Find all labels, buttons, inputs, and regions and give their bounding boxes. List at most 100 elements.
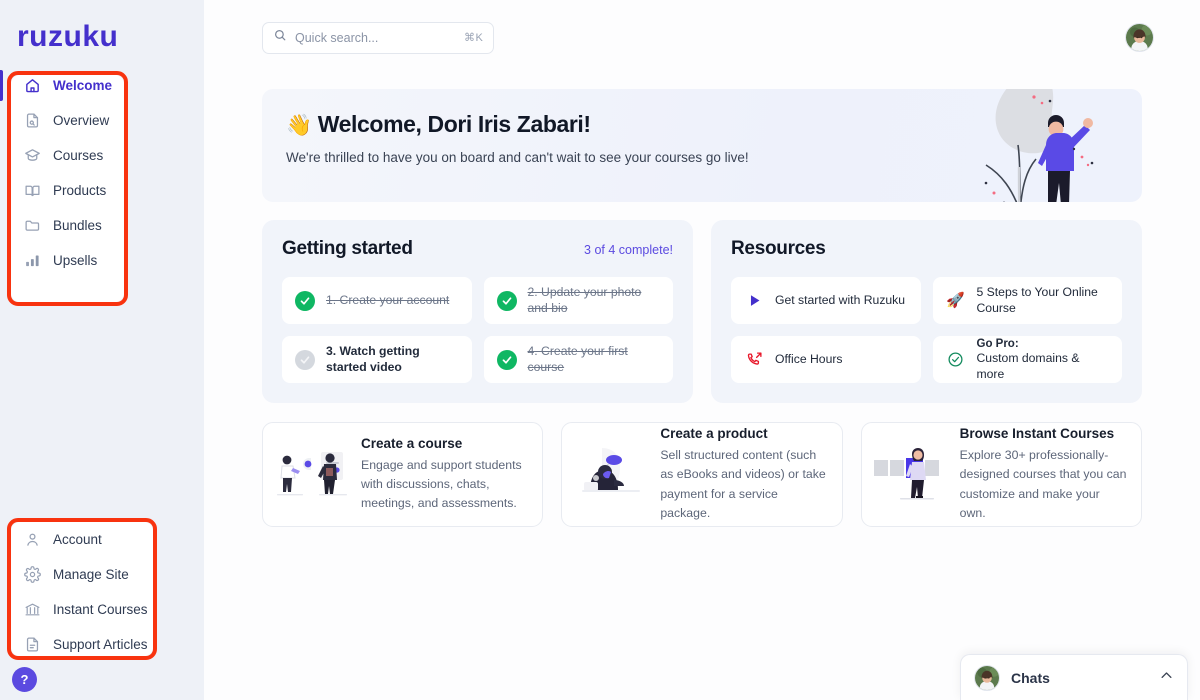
resource-item-label: Get started with Ruzuku: [775, 292, 906, 307]
chats-avatar: [974, 664, 1000, 691]
two-people-illustration: [273, 438, 355, 512]
sidebar-item-manage-site[interactable]: Manage Site: [14, 557, 190, 592]
checklist-item[interactable]: 3. Watch getting started video: [282, 336, 472, 383]
sidebar-item-label: Support Articles: [53, 637, 148, 652]
banner-subtitle: We're thrilled to have you on board and …: [286, 150, 749, 165]
page-title: 👋 Welcome, Dori Iris Zabari!: [286, 111, 1142, 138]
brand-logo[interactable]: ruzuku: [17, 20, 119, 53]
resources-panel: Resources Get started with Ruzuku 🚀 5 St…: [711, 220, 1142, 403]
getting-started-panel: Getting started 3 of 4 complete! 1. Crea…: [262, 220, 693, 403]
sidebar-item-label: Manage Site: [53, 567, 129, 582]
getting-started-items: 1. Create your account 2. Update your ph…: [282, 277, 673, 383]
person-with-panels-illustration: [872, 438, 954, 512]
search-shortcut-hint: ⌘K: [464, 32, 484, 44]
checklist-item[interactable]: 4. Create your first course: [483, 336, 673, 383]
chats-title: Chats: [1011, 669, 1050, 686]
promo-description: Sell structured content (such as eBooks …: [660, 448, 826, 520]
promo-description: Explore 30+ professionally-designed cour…: [959, 448, 1127, 520]
sidebar-item-label: Account: [53, 532, 102, 547]
user-icon: [24, 531, 41, 548]
sidebar-item-welcome[interactable]: Welcome: [0, 68, 190, 103]
promo-description: Engage and support students with discuss…: [361, 457, 522, 511]
panels-row: Getting started 3 of 4 complete! 1. Crea…: [262, 220, 1142, 403]
search-input[interactable]: [295, 30, 456, 45]
bank-icon: [24, 601, 41, 618]
checklist-item[interactable]: 2. Update your photo and bio: [483, 277, 673, 324]
sidebar: ruzuku Welcome Overview Courses Products: [0, 0, 204, 700]
promo-title: Create a course: [361, 435, 463, 451]
resource-item[interactable]: Get started with Ruzuku: [731, 277, 921, 324]
resources-title: Resources: [731, 238, 826, 259]
check-circle-icon: [946, 350, 966, 370]
promo-card-browse-instant-courses[interactable]: Browse Instant Courses Explore 30+ profe…: [860, 422, 1142, 527]
sidebar-item-overview[interactable]: Overview: [14, 103, 190, 138]
sidebar-item-courses[interactable]: Courses: [14, 138, 190, 173]
main-content: ⌘K: [204, 0, 1200, 700]
secondary-navigation: Account Manage Site Instant Courses Supp…: [0, 522, 204, 662]
checklist-item-label: 2. Update your photo and bio: [527, 285, 642, 315]
check-done-icon: [496, 290, 517, 311]
banner-title-text: Welcome, Dori Iris Zabari!: [317, 111, 591, 137]
resource-item-title: Go Pro:: [976, 338, 1019, 351]
quick-search[interactable]: ⌘K: [262, 21, 494, 54]
checklist-item[interactable]: 1. Create your account: [282, 277, 472, 324]
resource-item[interactable]: Go Pro: Custom domains & more: [932, 336, 1122, 383]
promo-title: Create a product: [660, 426, 768, 442]
sidebar-item-products[interactable]: Products: [14, 173, 190, 208]
resource-item-subtitle: Custom domains & more: [976, 351, 1080, 381]
active-indicator-bar: [0, 70, 3, 101]
sidebar-item-label: Courses: [53, 148, 104, 163]
check-todo-icon: [295, 349, 315, 370]
file-text-icon: [24, 636, 41, 653]
promo-title: Browse Instant Courses: [959, 426, 1115, 442]
check-done-icon: [295, 290, 315, 311]
resources-header: Resources: [731, 238, 1122, 260]
check-done-icon: [496, 349, 517, 370]
book-open-icon: [24, 182, 41, 199]
promo-body: Create a product Sell structured content…: [660, 426, 827, 522]
graduation-cap-icon: [24, 147, 41, 164]
sidebar-item-label: Products: [53, 183, 107, 198]
sidebar-item-account[interactable]: Account: [14, 522, 190, 557]
checklist-item-label: 3. Watch getting started video: [326, 344, 420, 374]
checklist-item-label: 1. Create your account: [326, 292, 450, 307]
promo-row: Create a course Engage and support stude…: [262, 422, 1142, 527]
play-icon: [744, 291, 764, 311]
promo-body: Browse Instant Courses Explore 30+ profe…: [960, 426, 1127, 522]
sidebar-item-label: Overview: [53, 113, 110, 128]
resources-items: Get started with Ruzuku 🚀 5 Steps to You…: [731, 277, 1122, 383]
checklist-item-label: 4. Create your first course: [527, 344, 628, 374]
rocket-icon: 🚀: [946, 292, 965, 309]
sidebar-item-label: Upsells: [53, 253, 98, 268]
promo-card-create-product[interactable]: Create a product Sell structured content…: [561, 422, 843, 527]
banner-text: 👋 Welcome, Dori Iris Zabari! We're thrill…: [262, 89, 1142, 165]
chevron-up-icon[interactable]: [1159, 668, 1174, 688]
gear-icon: [24, 566, 41, 583]
document-search-icon: [24, 112, 41, 129]
resource-item-label: Office Hours: [775, 351, 843, 366]
bar-chart-icon: [24, 252, 41, 269]
chats-widget[interactable]: Chats: [960, 654, 1188, 700]
annotation-backdrop-secondary-nav: [11, 522, 153, 656]
sidebar-item-instant-courses[interactable]: Instant Courses: [14, 592, 190, 627]
home-icon: [24, 77, 41, 94]
help-button[interactable]: ?: [12, 667, 37, 692]
sidebar-item-bundles[interactable]: Bundles: [14, 208, 190, 243]
waving-hand-icon: 👋: [286, 114, 312, 137]
sidebar-item-label: Bundles: [53, 218, 102, 233]
promo-card-create-course[interactable]: Create a course Engage and support stude…: [262, 422, 544, 527]
annotation-backdrop-primary-nav: [11, 75, 124, 302]
welcome-illustration: [942, 89, 1132, 202]
promo-body: Create a course Engage and support stude…: [361, 436, 528, 513]
getting-started-progress: 3 of 4 complete!: [584, 243, 673, 257]
phone-outgoing-icon: [744, 350, 764, 370]
resource-item[interactable]: Office Hours: [731, 336, 921, 383]
sidebar-item-upsells[interactable]: Upsells: [14, 243, 190, 278]
top-bar: ⌘K: [204, 0, 1200, 75]
sidebar-item-label: Instant Courses: [53, 602, 148, 617]
avatar[interactable]: [1125, 23, 1154, 52]
sidebar-item-support-articles[interactable]: Support Articles: [14, 627, 190, 662]
resource-item[interactable]: 🚀 5 Steps to Your Online Course: [932, 277, 1122, 324]
person-reading-illustration: [572, 438, 654, 512]
